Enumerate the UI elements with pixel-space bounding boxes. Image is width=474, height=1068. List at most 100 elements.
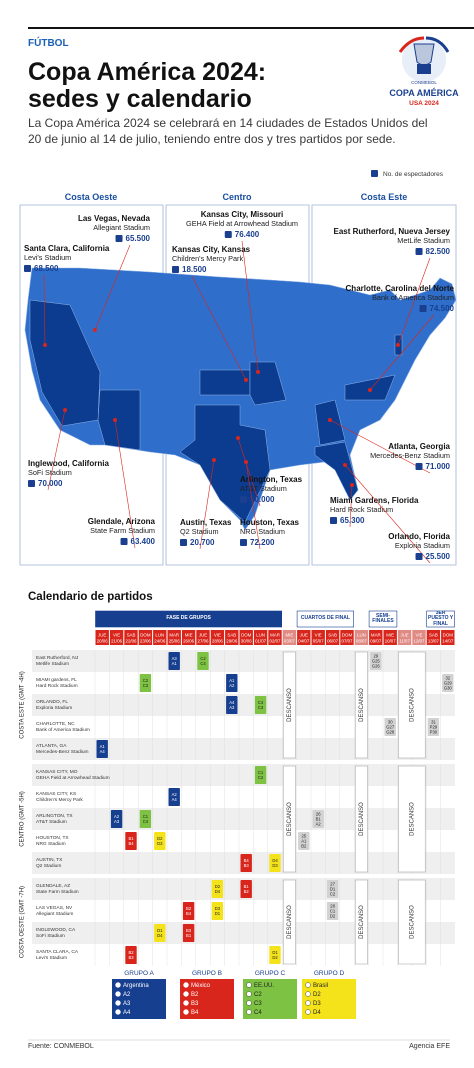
day-header <box>369 630 383 645</box>
match-cell <box>182 902 195 920</box>
match-cell <box>226 696 238 714</box>
venue-stadium: SoFi Stadium <box>28 468 72 477</box>
match-label: C1 <box>258 770 264 775</box>
day-header <box>124 630 138 645</box>
match-label: D3 <box>272 863 278 868</box>
match-label: C3 <box>258 705 264 710</box>
venue-capacity: 63.400 <box>131 537 156 546</box>
match-label: B4 <box>244 858 250 863</box>
day-header <box>181 630 196 645</box>
venue-name: MIAMI gardens, FL <box>36 677 77 683</box>
zone-label: CENTRO (GMT -5H) <box>20 791 26 847</box>
day-header <box>426 630 441 645</box>
rest-label: DESCANSO <box>359 802 365 836</box>
footer-source: Fuente: CONMEBOL <box>28 1043 94 1050</box>
rest-label: DESCANSO <box>409 802 415 836</box>
city-dot <box>350 483 354 487</box>
city-dot <box>43 343 47 347</box>
match-cell <box>269 854 281 872</box>
rest-label: DESCANSO <box>359 905 365 939</box>
logo-brand: CONMEBOL <box>411 80 437 85</box>
match-label: A4 <box>172 797 178 802</box>
match-label: D2 <box>157 836 163 841</box>
state-highlight <box>314 441 359 501</box>
match-label: 28 <box>330 904 335 909</box>
phase-label: SEMI-FINALES <box>372 612 394 624</box>
match-cell <box>326 902 339 920</box>
rest-block <box>282 765 296 873</box>
city-dot <box>256 370 260 374</box>
day-header <box>239 630 253 645</box>
match-cell <box>211 880 224 898</box>
match-label: 32 <box>445 676 450 681</box>
venue-capacity: 76.400 <box>235 230 260 239</box>
group-name: GRUPO C <box>255 970 286 977</box>
day-weekday: LUN <box>155 633 164 638</box>
day-weekday: SAB <box>127 633 136 638</box>
city-dot <box>63 408 67 412</box>
section-label: FÚTBOL <box>28 36 69 49</box>
group-box <box>112 979 166 1019</box>
rest-block <box>282 651 296 759</box>
venue-name: AUSTIN, TX <box>36 857 63 863</box>
logo-sub: USA 2024 <box>409 100 439 107</box>
team-badge <box>305 1009 311 1015</box>
row-band <box>32 650 455 672</box>
day-date: 26/06 <box>183 639 195 644</box>
match-label: C4 <box>200 661 206 666</box>
match-label: C2 <box>330 892 336 897</box>
day-header <box>138 630 153 645</box>
match-cell <box>269 946 281 964</box>
day-weekday: LUN <box>256 633 265 638</box>
match-cell <box>240 880 252 898</box>
venue-capacity: 70.000 <box>38 479 63 488</box>
city-dot <box>93 328 97 332</box>
day-date: 05/07 <box>313 639 325 644</box>
match-label: D1 <box>330 887 336 892</box>
capacity-icon <box>419 305 427 312</box>
match-label: P29 <box>430 725 438 730</box>
leader-line <box>241 240 259 373</box>
day-header <box>441 630 455 645</box>
rest-block <box>354 765 368 873</box>
match-label: D2 <box>215 884 221 889</box>
venue-name: KANSAS CITY, MO <box>36 769 78 775</box>
venue-stadium: State Farm Stadium <box>36 889 79 895</box>
city-dot <box>396 343 400 347</box>
match-cell <box>154 832 166 850</box>
venue-stadium: Q2 Stadium <box>36 863 61 869</box>
match-label: D4 <box>215 889 221 894</box>
day-weekday: DOM <box>443 633 454 638</box>
group-box <box>243 979 297 1019</box>
day-header <box>153 630 167 645</box>
row-band <box>32 830 455 852</box>
day-weekday: MAR <box>270 633 280 638</box>
logo-base <box>417 64 431 74</box>
day-header <box>297 630 311 645</box>
team-badge <box>115 991 121 997</box>
group-box <box>302 979 356 1019</box>
capacity-icon <box>172 266 179 273</box>
match-cell <box>427 718 440 736</box>
match-label: A2 <box>172 792 178 797</box>
match-cell <box>298 832 310 850</box>
leader-line <box>191 275 247 381</box>
city-dot <box>113 418 117 422</box>
match-label: A4 <box>229 700 235 705</box>
match-label: C4 <box>143 819 149 824</box>
match-label: C3 <box>143 683 149 688</box>
phase-label-box: FASE DE GRUPOS <box>166 616 210 621</box>
day-weekday: MAR <box>371 633 381 638</box>
match-cell <box>110 810 123 828</box>
day-date: 07/07 <box>342 639 354 644</box>
row-band <box>32 900 455 922</box>
city-dot <box>236 436 240 440</box>
city-dot <box>328 418 332 422</box>
title-line: Copa América 2024: <box>28 58 266 86</box>
team-name: A2 <box>123 992 131 998</box>
city-dot <box>368 388 372 392</box>
match-label: A1 <box>172 661 178 666</box>
day-weekday: JUE <box>98 633 106 638</box>
match-label: B2 <box>301 844 307 849</box>
